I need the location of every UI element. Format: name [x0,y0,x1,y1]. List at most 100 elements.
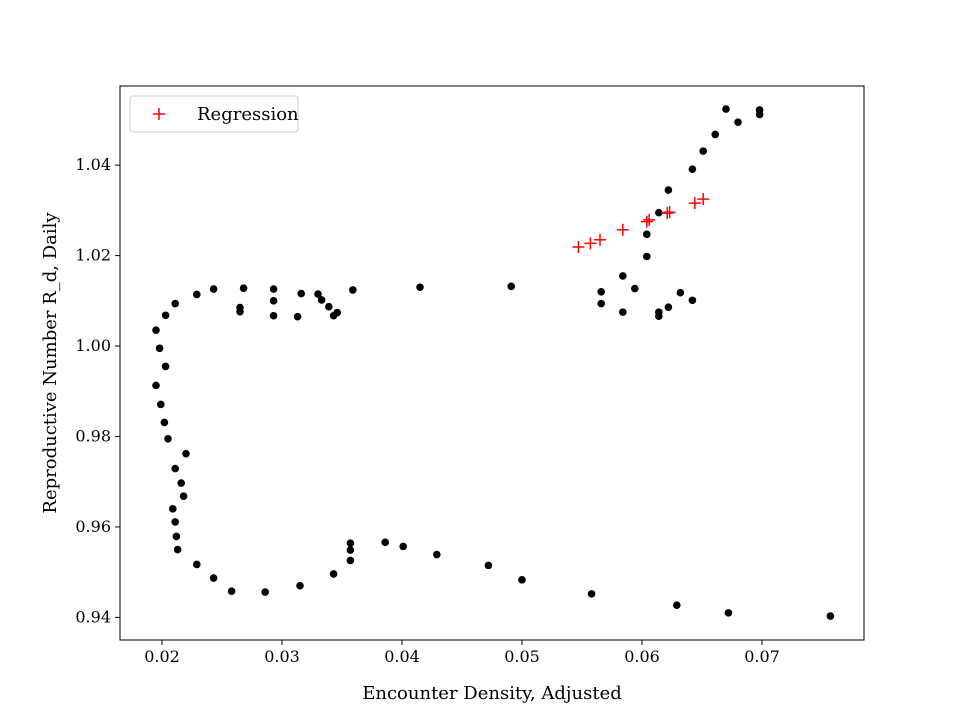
data-point [619,272,627,280]
data-point [349,286,357,294]
legend-label: Regression [197,104,299,125]
y-tick-label: 0.96 [75,517,111,536]
data-point [177,479,185,487]
regression-point [697,193,710,206]
data-point [169,505,177,513]
data-point [314,290,322,298]
data-point [381,538,390,547]
data-point [664,186,673,194]
data-point [239,284,248,292]
data-point [699,147,707,155]
data-point [664,303,673,311]
regression-point [643,213,656,226]
data-point [676,288,685,297]
x-tick-label: 0.06 [624,647,660,666]
regression-point [640,215,653,228]
data-point [346,556,355,565]
data-point [193,290,201,299]
data-point [182,449,190,458]
data-point [399,542,408,551]
x-tick-label: 0.07 [744,647,780,666]
data-point [164,434,172,443]
plot-area: 0.02 0.03 0.04 0.05 0.06 0.07 0.94 0.96 0.98 1.00… [75,85,865,666]
x-axis-label: Encounter Density, Adjusted [362,683,622,704]
data-point [619,308,627,316]
legend-box [129,95,299,133]
data-point [329,570,338,578]
y-tick-label: 0.94 [75,607,111,626]
data-point [655,208,663,217]
data-point [688,165,697,174]
data-point [161,311,170,320]
data-point [227,587,236,595]
data-point [643,230,651,239]
regression-point [663,206,676,219]
data-point [518,576,526,584]
data-point [269,297,278,305]
data-point [172,532,181,541]
data-point [688,296,697,305]
x-tick-label: 0.05 [504,647,540,666]
data-point [433,550,441,559]
regression-point [661,207,674,220]
y-tick-label: 0.98 [75,426,111,445]
data-point [152,381,160,390]
axes-frame [119,85,865,641]
data-point [161,362,170,371]
regression-point [688,197,701,210]
data-point [261,588,270,596]
x-tick-label: 0.04 [384,647,420,666]
data-point [755,110,764,119]
data-point [209,574,218,582]
data-point [173,545,182,554]
data-point [826,612,835,620]
data-point [269,285,278,293]
data-point [724,609,733,617]
data-point [325,302,333,311]
data-point [293,312,302,321]
data-point [152,326,160,335]
data-point [631,284,639,293]
data-point [193,560,201,569]
data-point [157,400,165,409]
data-point [655,312,663,320]
data-point [317,296,326,304]
data-point [236,307,244,316]
y-tick-label: 1.02 [75,246,111,265]
y-tick-label: 1.00 [75,336,111,355]
data-point [597,287,605,296]
data-point [346,539,355,548]
data-point [269,311,278,320]
data-point [160,418,169,427]
regression-point [616,223,629,236]
data-point [297,289,306,298]
data-point [171,464,179,473]
x-tick-label: 0.02 [144,647,180,666]
data-point [171,518,179,526]
data-point [416,283,424,292]
data-point [484,561,493,570]
regression-point [594,233,606,246]
data-point [711,130,719,139]
regression-point [572,240,585,253]
data-point [597,299,605,308]
data-point [209,285,218,293]
regression-point [584,237,597,250]
legend: Regression [129,95,299,133]
data-point [722,105,730,113]
y-axis-label: Reproductive Number R_d, Daily [40,212,61,514]
data-point [155,344,164,353]
x-tick-label: 0.03 [264,647,300,666]
data-point [179,492,188,500]
data-point [643,252,651,261]
data-point [734,118,742,126]
data-point [346,546,355,554]
data-point [507,282,515,291]
data-point [333,308,342,317]
data-point [171,299,179,308]
data-point [673,601,681,609]
data-point [587,590,596,598]
data-point [296,581,304,590]
y-tick-label: 1.04 [75,155,111,174]
